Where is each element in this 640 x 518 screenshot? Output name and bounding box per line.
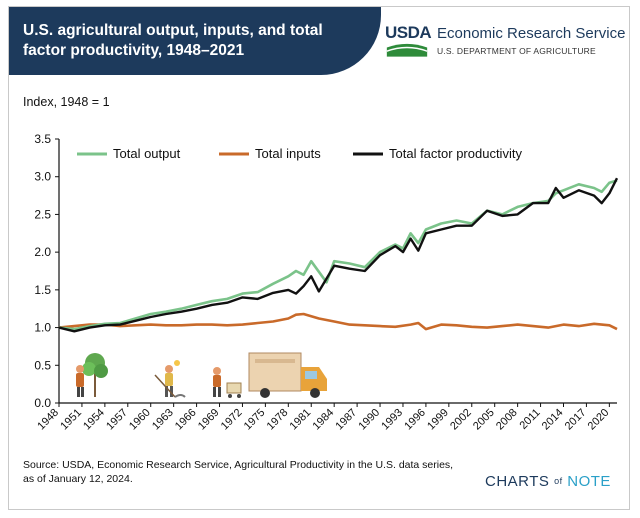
y-tick-label: 0.5 [34, 358, 51, 372]
legend-label: Total factor productivity [389, 146, 522, 161]
brand-right: NOTE [567, 473, 611, 490]
chart-legend: Total output Total inputs Total factor pro… [77, 146, 522, 161]
brand-left: CHARTS [485, 473, 550, 490]
x-tick-label: 1999 [425, 407, 451, 433]
legend-label: Total output [113, 146, 181, 161]
x-tick-label: 2005 [471, 407, 497, 433]
series-line-total-inputs [58, 312, 618, 331]
worker-with-cart-icon [213, 367, 242, 398]
x-tick-label: 1966 [173, 407, 199, 433]
x-tick-label: 1963 [150, 407, 176, 433]
x-tick-label: 1948 [35, 407, 61, 433]
y-tick-label: 3.0 [34, 170, 51, 184]
x-tick-label: 1984 [311, 407, 337, 433]
farmer-with-tree-icon [76, 353, 108, 397]
agency-department: U.S. DEPARTMENT OF AGRICULTURE [437, 46, 596, 56]
brand-of: of [554, 476, 563, 486]
header-banner [9, 7, 381, 75]
delivery-truck-icon [248, 352, 327, 398]
legend-item: Total output [77, 146, 181, 161]
x-tick-label: 1957 [104, 407, 130, 433]
y-tick-label: 3.5 [34, 132, 51, 146]
y-tick-label: 1.5 [34, 283, 51, 297]
ers-logo: USDA Economic Research Service U.S. DEPA… [385, 23, 629, 63]
y-axis-unit-label: Index, 1948 = 1 [23, 95, 110, 109]
chart-frame: U.S. agricultural output, inputs, and to… [8, 6, 630, 510]
series-line-total-factor-productivity [58, 177, 619, 333]
x-tick-label: 1987 [333, 407, 359, 433]
x-tick-label: 1972 [219, 407, 245, 433]
line-chart: 0.0 0.5 1.0 1.5 2.0 2.5 3.0 3.5 1948195119541957… [34, 132, 619, 433]
usda-wordmark: USDA [385, 23, 432, 42]
x-tick-label: 1969 [196, 407, 222, 433]
x-tick-label: 2008 [494, 407, 520, 433]
x-tick-label: 2017 [563, 407, 589, 433]
x-tick-label: 2020 [586, 407, 612, 433]
chart-title: U.S. agricultural output, inputs, and to… [23, 22, 323, 59]
legend-item: Total factor productivity [353, 146, 522, 161]
x-tick-label: 2002 [448, 407, 474, 433]
chart-illustrations [76, 352, 327, 398]
x-tick-label: 1954 [81, 407, 107, 433]
x-tick-label: 1978 [265, 407, 291, 433]
chart-header: U.S. agricultural output, inputs, and to… [9, 7, 629, 75]
farmer-with-scythe-icon [154, 360, 186, 398]
y-tick-label: 1.0 [34, 321, 51, 335]
x-tick-label: 2011 [517, 407, 542, 432]
chart-series-lines [58, 177, 619, 333]
legend-label: Total inputs [255, 146, 321, 161]
series-line-total-output [58, 179, 618, 331]
x-tick-label: 1981 [288, 407, 314, 433]
x-tick-label: 2014 [540, 407, 566, 433]
legend-item: Total inputs [219, 146, 321, 161]
x-tick-label: 1990 [356, 407, 382, 433]
y-tick-label: 2.0 [34, 245, 51, 259]
source-note: Source: USDA, Economic Research Service,… [23, 459, 454, 485]
usda-logo-icon [386, 43, 428, 57]
agency-name: Economic Research Service [437, 25, 626, 42]
y-tick-label: 2.5 [34, 207, 51, 221]
x-tick-label: 1975 [242, 407, 268, 433]
x-tick-label: 1996 [402, 407, 428, 433]
x-tick-label: 1993 [379, 407, 405, 433]
x-tick-label: 1951 [58, 407, 84, 433]
charts-of-note-logo: CHARTS of NOTE [485, 473, 611, 490]
x-tick-label: 1960 [127, 407, 153, 433]
y-tick-label: 0.0 [34, 396, 51, 410]
